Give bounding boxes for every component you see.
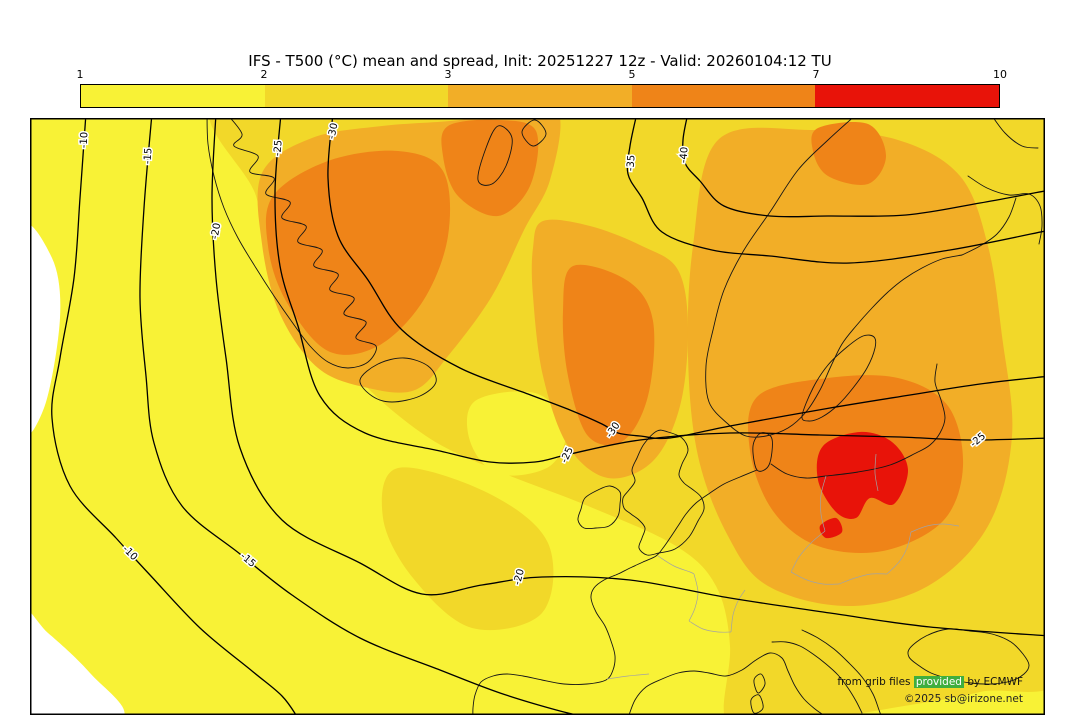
chart-title: IFS - T500 (°C) mean and spread, Init: 2… bbox=[248, 52, 832, 70]
coast-corsica bbox=[753, 673, 766, 694]
contour-label: -30 bbox=[326, 122, 340, 140]
colorbar-segment-3-5 bbox=[448, 85, 632, 107]
contour-label: -25 bbox=[272, 139, 284, 156]
colorbar-tick: 3 bbox=[444, 68, 452, 81]
spread-region-white-left bbox=[30, 224, 61, 434]
spread-colorbar: 1 2 3 5 7 10 bbox=[76, 68, 1008, 108]
country-border bbox=[606, 673, 650, 680]
spread-region-white-southwest bbox=[30, 611, 125, 715]
country-border-layer bbox=[606, 453, 960, 680]
contour-minus-20 bbox=[211, 118, 1045, 637]
colorbar-ticks: 1 2 3 5 7 10 bbox=[76, 68, 1008, 84]
colorbar-tick: 7 bbox=[812, 68, 820, 81]
coast-greenland bbox=[206, 118, 377, 369]
spread-region-red-east-europe bbox=[816, 431, 909, 519]
forecast-map: -10 -15 -20 -25 -30 -35 -40 -30 -25 -25 … bbox=[30, 118, 1045, 715]
colorbar-tick: 5 bbox=[628, 68, 636, 81]
colorbar-segment-1-2 bbox=[81, 85, 265, 107]
spread-region-gold-southwest-tongue bbox=[381, 467, 554, 631]
country-border bbox=[730, 589, 746, 633]
country-border bbox=[820, 475, 827, 532]
spread-fill-layer bbox=[30, 118, 1045, 715]
contour-layer bbox=[51, 118, 1045, 715]
coast-gulf-of-bothnia bbox=[801, 334, 877, 422]
coast-mediterranean bbox=[628, 652, 825, 715]
contour-label: -40 bbox=[678, 146, 690, 163]
colorbar-bar bbox=[80, 84, 1000, 108]
country-border bbox=[838, 573, 888, 585]
contour-minus-30 bbox=[327, 118, 1045, 440]
coast-iceland bbox=[359, 357, 437, 403]
coast-balkan bbox=[801, 629, 882, 715]
contour-minus-40 bbox=[682, 118, 1045, 218]
colorbar-tick: 2 bbox=[260, 68, 268, 81]
country-border bbox=[886, 531, 912, 575]
coast-svalbard-1 bbox=[477, 125, 513, 186]
colorbar-segment-7-10 bbox=[815, 85, 999, 107]
coast-finland-1 bbox=[961, 197, 1017, 256]
contour-label: -35 bbox=[625, 154, 637, 171]
country-border bbox=[874, 453, 879, 492]
credit-source: from grib files provided by ECMWF bbox=[837, 674, 1023, 690]
colorbar-tick: 1 bbox=[76, 68, 84, 81]
credit-highlight: provided bbox=[913, 676, 964, 689]
colorbar-segment-2-3 bbox=[264, 85, 449, 107]
colorbar-tick: 10 bbox=[993, 68, 1007, 81]
colorbar-segment-5-7 bbox=[631, 85, 816, 107]
map-frame bbox=[30, 118, 1045, 715]
credit-text-post: by ECMWF bbox=[963, 676, 1023, 689]
country-border bbox=[688, 620, 732, 633]
country-border bbox=[910, 523, 960, 533]
credit-text-pre: from grib files bbox=[837, 676, 914, 689]
spread-region-red-satellite bbox=[819, 517, 843, 539]
credit-copyright: ©2025 sb@irizone.net bbox=[904, 692, 1023, 705]
spread-region-darkorange-greenland bbox=[265, 150, 451, 355]
coast-novaya-zemlya bbox=[992, 118, 1039, 149]
coast-ireland bbox=[577, 485, 622, 530]
coast-sardinia bbox=[750, 694, 764, 714]
contour-minus-15 bbox=[139, 118, 580, 715]
coast-italy-adriatic bbox=[771, 641, 863, 714]
coast-svalbard-2 bbox=[521, 119, 547, 147]
map-canvas: -10 -15 -20 -25 -30 -35 -40 -30 -25 -25 … bbox=[30, 118, 1045, 715]
contour-minus-35 bbox=[626, 118, 1045, 264]
contour-minus-10 bbox=[51, 118, 297, 715]
spread-region-darkorange-scandinavia bbox=[562, 264, 655, 446]
contour-label: -10 bbox=[79, 132, 91, 149]
country-border bbox=[790, 530, 826, 573]
country-border bbox=[688, 573, 699, 622]
coast-baltic-south bbox=[770, 363, 946, 479]
country-border bbox=[657, 555, 695, 575]
coast-west-europe bbox=[472, 469, 758, 715]
credits: from grib files provided by ECMWF ©2025 … bbox=[837, 674, 1023, 707]
country-border bbox=[790, 571, 840, 585]
spread-region-yellow-atlantic-hole bbox=[466, 391, 567, 476]
contour-label: -15 bbox=[142, 147, 154, 164]
coast-great-britain bbox=[622, 429, 705, 556]
spread-region-darkorange-svalbard bbox=[441, 119, 539, 217]
contour-minus-25 bbox=[274, 118, 1045, 464]
contour-label: -20 bbox=[210, 222, 224, 240]
